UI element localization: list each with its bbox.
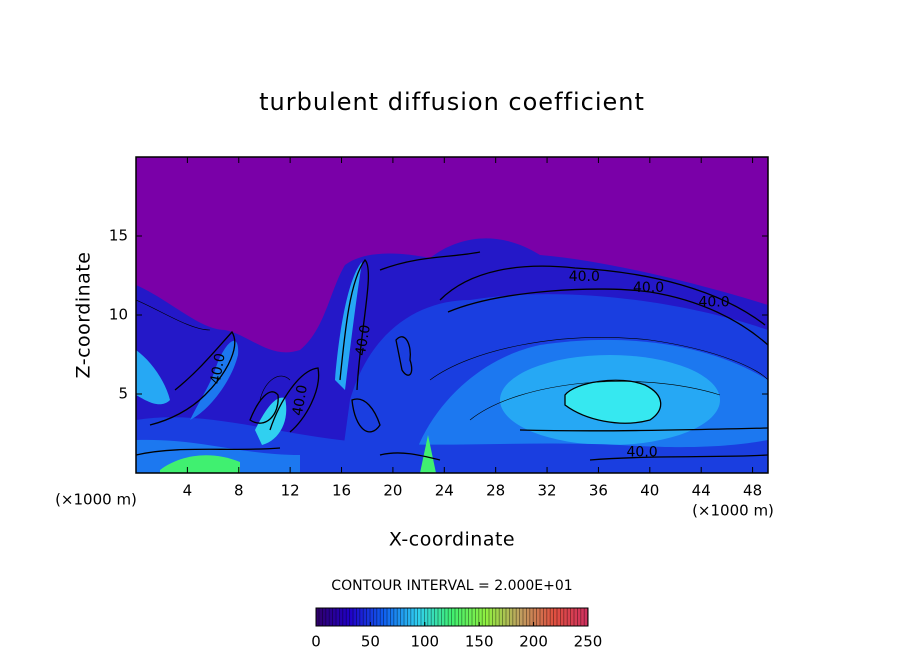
x-tick-label: 16 — [332, 482, 351, 500]
colorbar-tick-label: 50 — [361, 633, 380, 651]
x-tick-label: 12 — [281, 482, 300, 500]
x-tick-label: 48 — [743, 482, 762, 500]
contour-label: 40.0 — [698, 294, 729, 310]
x-tick-label: 32 — [538, 482, 557, 500]
y-tick-label: 10 — [109, 306, 128, 324]
colorbar-tick-label: 100 — [410, 633, 439, 651]
contour-label: 40.0 — [627, 444, 658, 460]
x-unit: (×1000 m) — [692, 502, 774, 520]
x-tick-label: 36 — [589, 482, 608, 500]
contour-label: 40.0 — [633, 280, 664, 296]
x-tick-label: 4 — [183, 482, 193, 500]
colorbar-tick-label: 0 — [311, 633, 321, 651]
x-axis-label: X-coordinate — [389, 529, 515, 551]
x-tick-label: 20 — [383, 482, 402, 500]
colorbar — [315, 607, 589, 627]
contour-interval: CONTOUR INTERVAL = 2.000E+01 — [331, 578, 572, 594]
contour-label: 40.0 — [208, 352, 229, 385]
y-tick-label: 5 — [118, 385, 128, 403]
x-tick-label: 28 — [486, 482, 505, 500]
x-tick-label: 8 — [234, 482, 244, 500]
contour-label: 40.0 — [569, 269, 600, 285]
x-tick-label: 40 — [640, 482, 659, 500]
contour-label: 40.0 — [353, 324, 374, 357]
y-tick-label: 15 — [109, 227, 128, 245]
contour-label: 40.0 — [290, 384, 311, 417]
y-unit: (×1000 m) — [55, 491, 137, 509]
colorbar-tick-label: 150 — [465, 633, 494, 651]
y-axis-label: Z-coordinate — [73, 252, 95, 379]
x-tick-label: 44 — [692, 482, 711, 500]
colorbar-tick-label: 200 — [519, 633, 548, 651]
x-tick-label: 24 — [435, 482, 454, 500]
colorbar-tick-label: 250 — [574, 633, 603, 651]
contour-field — [136, 157, 768, 473]
chart-title: turbulent diffusion coefficient — [259, 88, 645, 116]
